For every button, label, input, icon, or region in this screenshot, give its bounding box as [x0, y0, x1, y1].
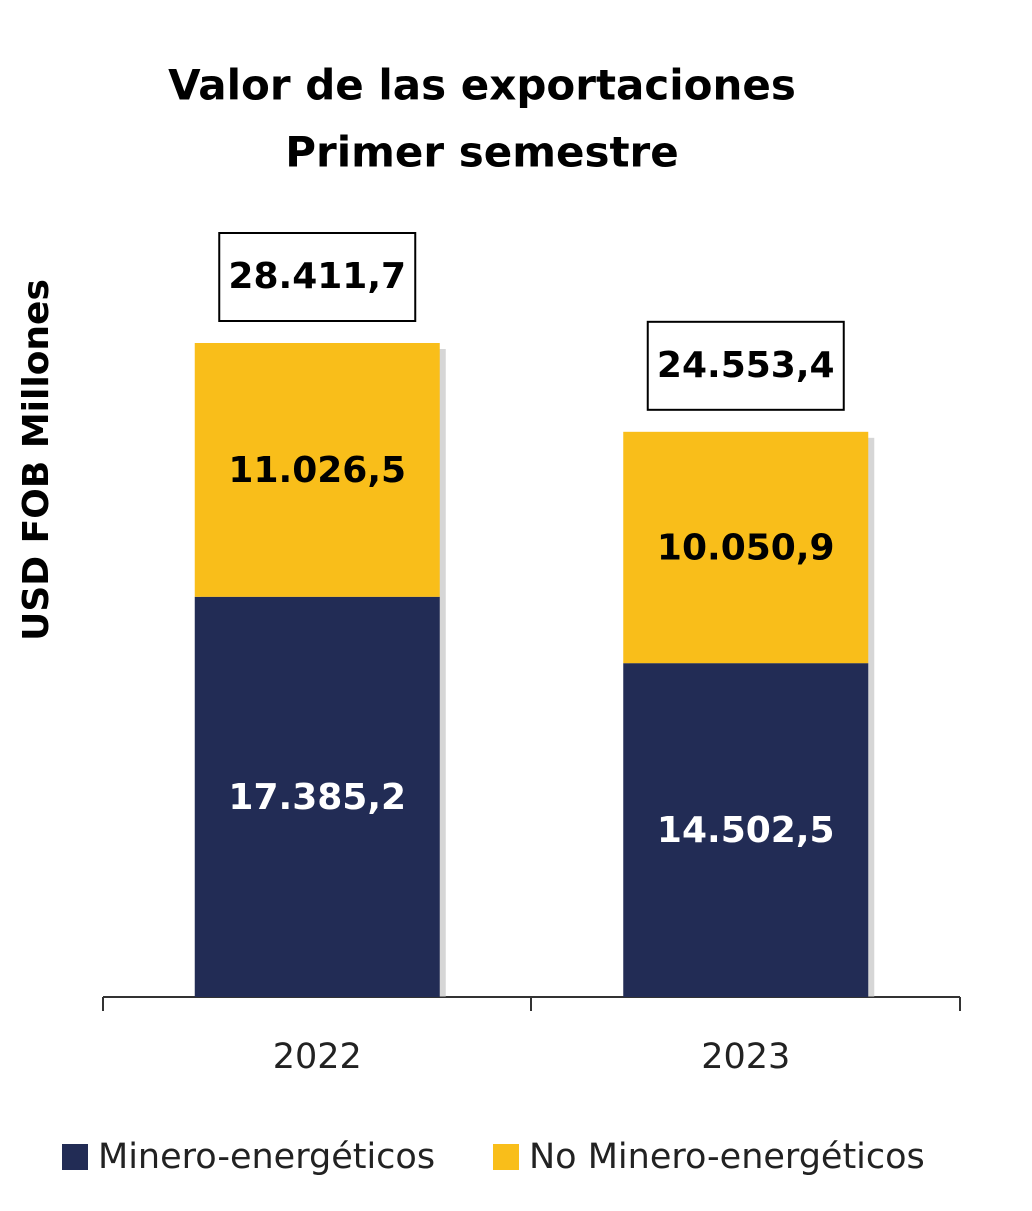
- data-label: 17.385,2: [228, 777, 406, 818]
- data-label: 10.050,9: [657, 527, 835, 568]
- data-label: 11.026,5: [228, 450, 406, 491]
- y-axis-label: USD FOB Millones: [16, 279, 57, 641]
- total-label: 24.553,4: [657, 345, 835, 386]
- legend-label: Minero-energéticos: [98, 1137, 435, 1177]
- legend-label: No Minero-energéticos: [529, 1137, 925, 1177]
- legend-swatch: [62, 1144, 88, 1170]
- total-box: [218, 232, 417, 322]
- total-label: 28.411,7: [228, 256, 406, 297]
- bar-segment: [194, 596, 440, 997]
- bar-segment: [623, 431, 869, 664]
- total-box: [646, 320, 845, 411]
- chart-title: Valor de las exportaciones: [168, 61, 796, 110]
- x-tick-label: 2022: [273, 1037, 362, 1077]
- x-tick-label: 2023: [701, 1037, 790, 1077]
- bar-segment: [623, 663, 869, 997]
- data-label: 14.502,5: [657, 810, 835, 851]
- chart-subtitle: Primer semestre: [285, 128, 678, 177]
- legend-swatch: [493, 1144, 519, 1170]
- bar-segment: [194, 343, 440, 597]
